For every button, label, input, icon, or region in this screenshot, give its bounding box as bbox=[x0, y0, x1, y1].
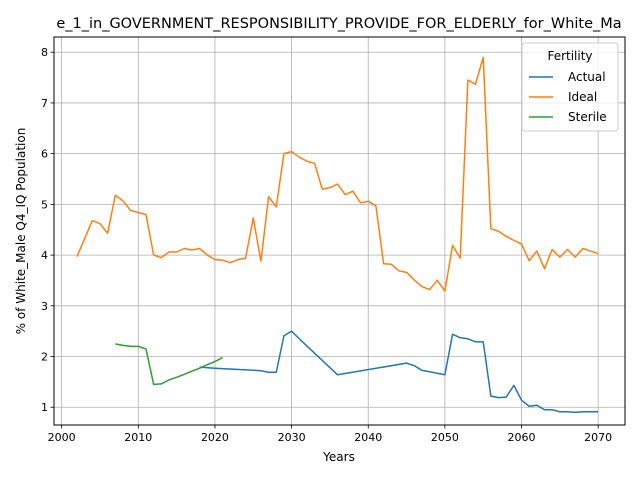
series-line-ideal bbox=[76, 56, 599, 292]
grid bbox=[54, 37, 625, 425]
x-axis-label: Years bbox=[322, 450, 355, 464]
legend: Fertility Actual Ideal Sterile bbox=[521, 42, 619, 132]
y-tick-label: 8 bbox=[41, 46, 48, 59]
x-tick-label: 2050 bbox=[431, 431, 459, 444]
chart-title: e_1_in_GOVERNMENT_RESPONSIBILITY_PROVIDE… bbox=[56, 16, 621, 32]
legend-box bbox=[521, 42, 619, 132]
x-tick-label: 2060 bbox=[508, 431, 536, 444]
x-tick-label: 2000 bbox=[48, 431, 76, 444]
series-line-sterile bbox=[115, 343, 223, 386]
y-axis-label: % of White_Male Q4_IQ Population bbox=[14, 128, 28, 335]
legend-entry-actual: Actual bbox=[529, 70, 606, 84]
legend-label: Ideal bbox=[568, 90, 597, 104]
series-line-actual bbox=[199, 330, 599, 414]
legend-entries: Actual Ideal Sterile bbox=[529, 70, 607, 124]
series-lines bbox=[76, 56, 599, 414]
legend-entry-sterile: Sterile bbox=[529, 110, 607, 124]
axis-ticks: 2000 2010 2020 2030 2040 2050 2060 2070 1 2 3 4 5 6 7 8 bbox=[41, 46, 612, 444]
y-tick-label: 2 bbox=[41, 351, 48, 364]
y-tick-label: 1 bbox=[41, 401, 48, 414]
x-tick-label: 2010 bbox=[124, 431, 152, 444]
y-tick-label: 6 bbox=[41, 148, 48, 161]
x-tick-label: 2030 bbox=[278, 431, 306, 444]
y-tick-label: 3 bbox=[41, 300, 48, 313]
y-tick-label: 7 bbox=[41, 97, 48, 110]
legend-label: Actual bbox=[568, 70, 606, 84]
legend-entry-ideal: Ideal bbox=[529, 90, 597, 104]
x-tick-label: 2070 bbox=[584, 431, 612, 444]
legend-title: Fertility bbox=[547, 49, 592, 63]
legend-label: Sterile bbox=[568, 110, 607, 124]
x-tick-label: 2020 bbox=[201, 431, 229, 444]
plot-frame bbox=[53, 36, 626, 426]
y-tick-label: 4 bbox=[41, 249, 48, 262]
y-tick-label: 5 bbox=[41, 198, 48, 211]
x-tick-label: 2040 bbox=[354, 431, 382, 444]
